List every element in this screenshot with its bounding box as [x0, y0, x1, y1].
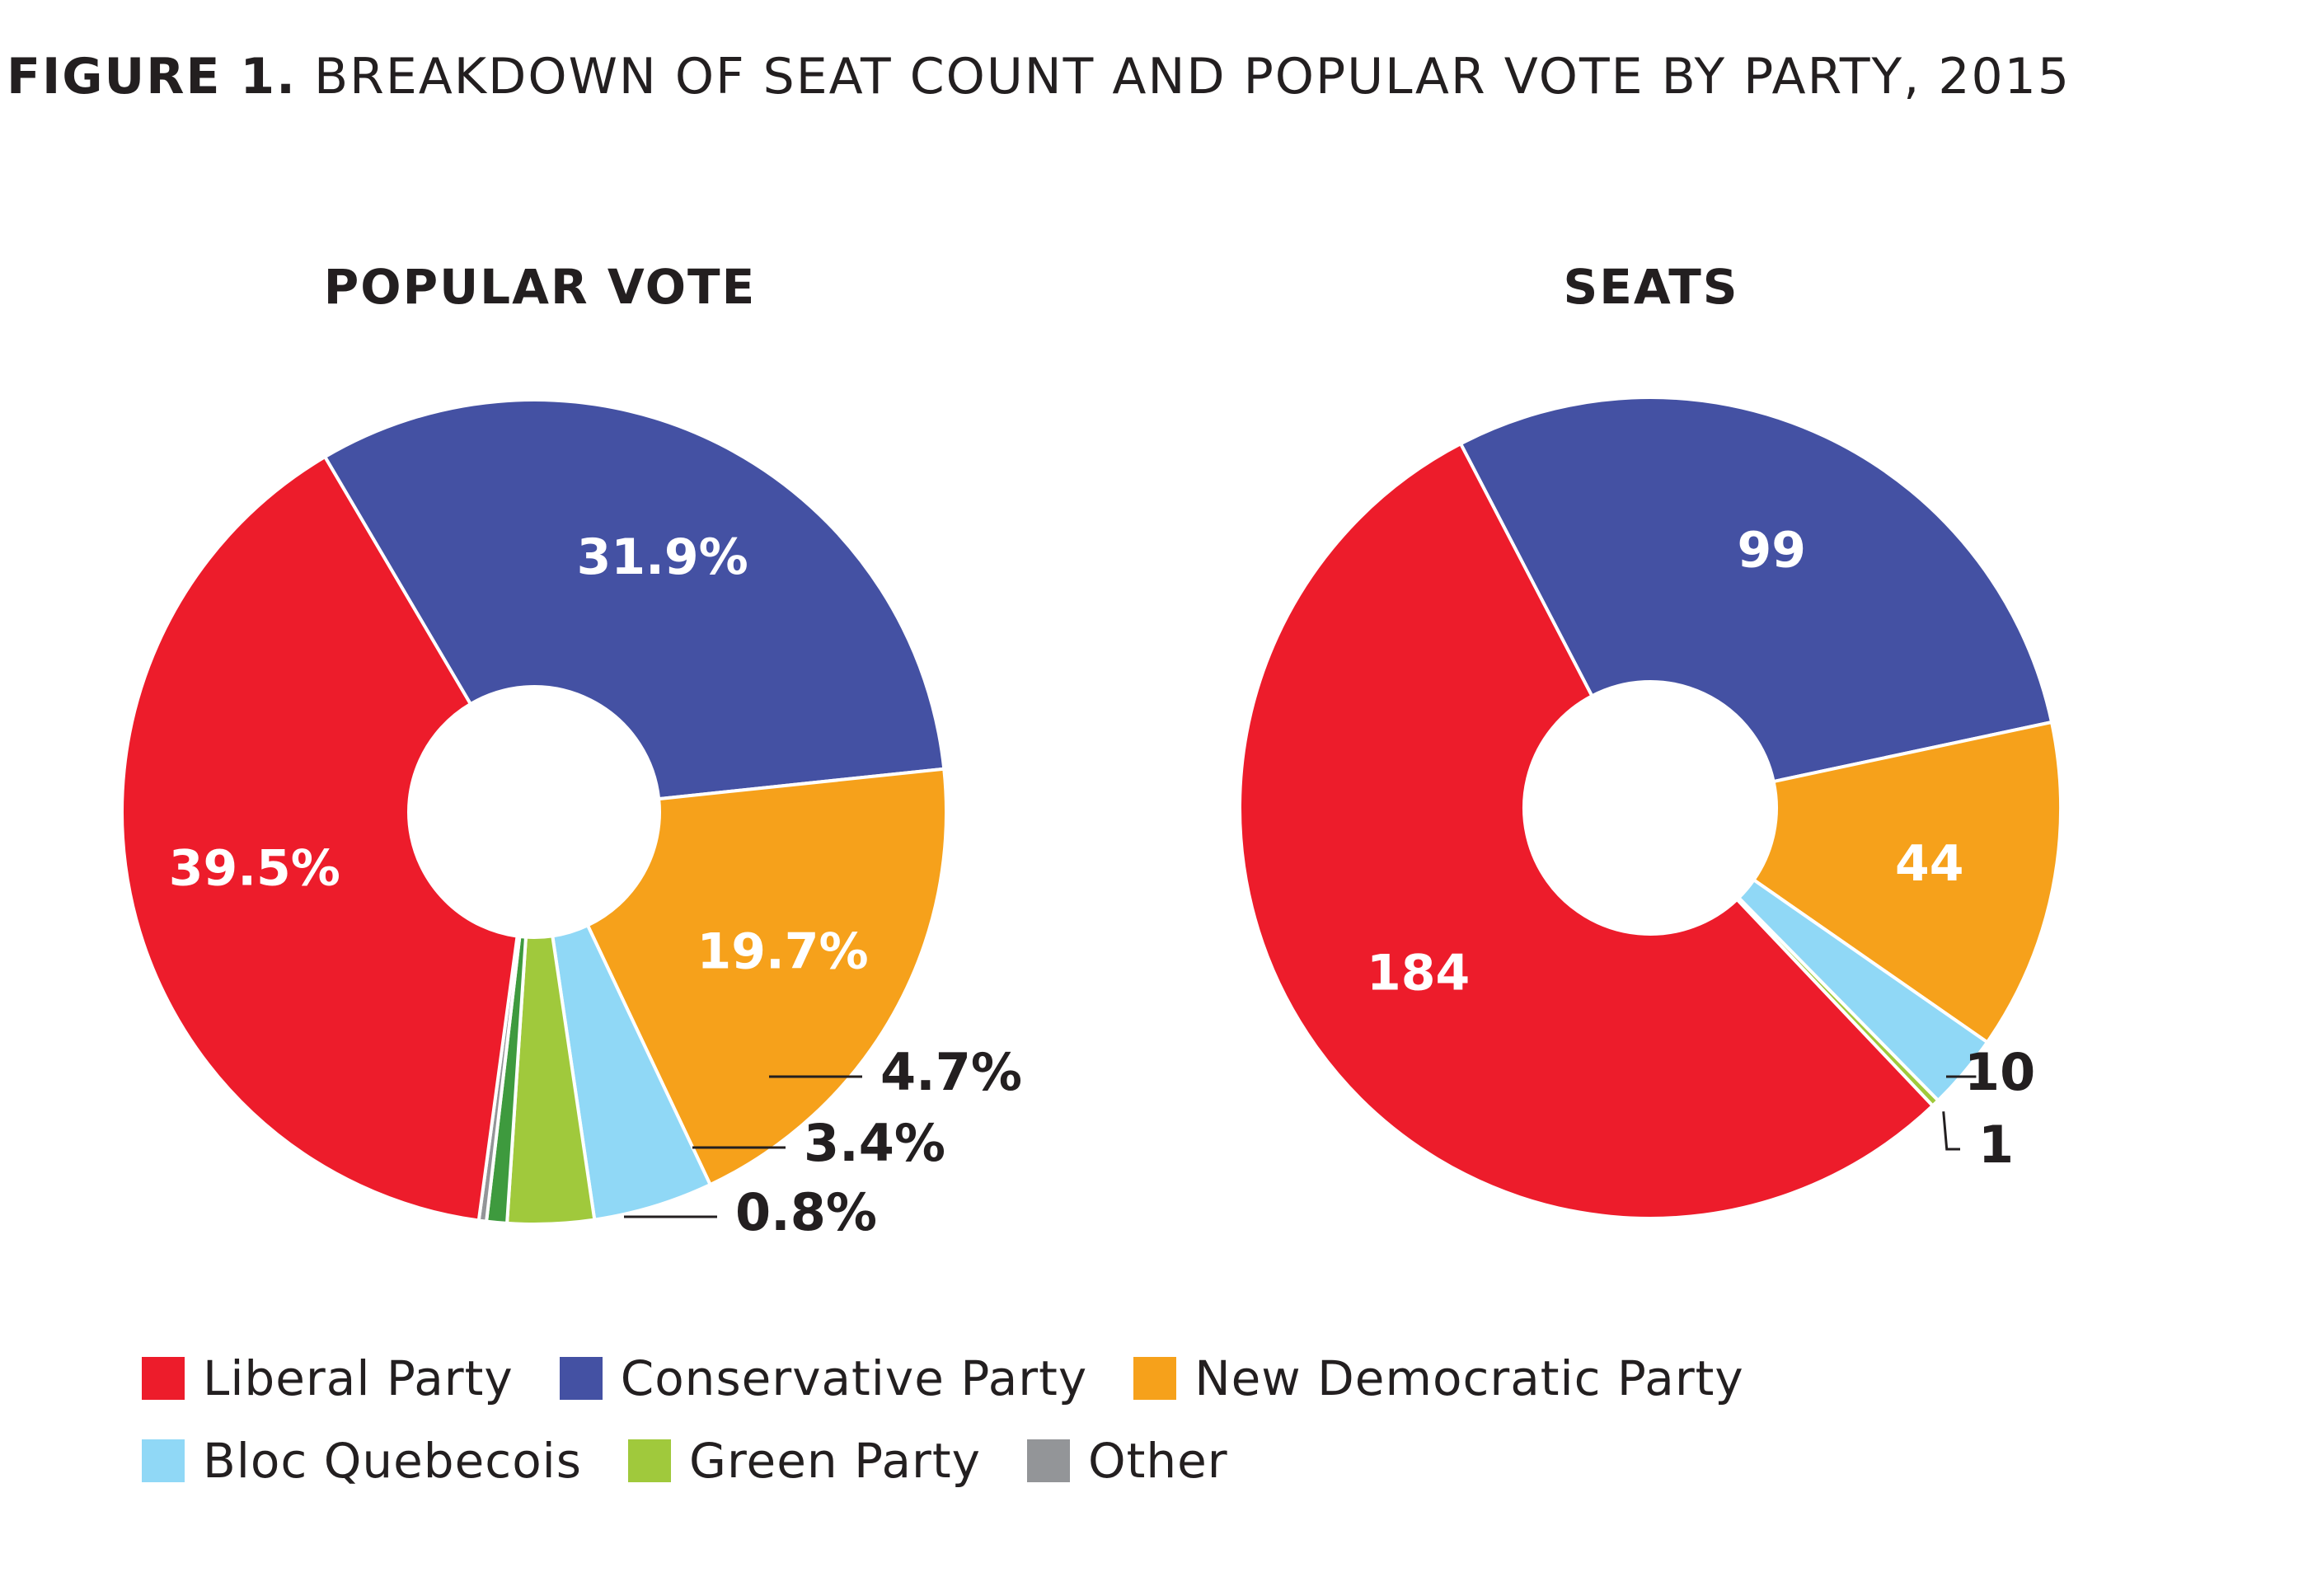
legend-swatch-conservative — [559, 1357, 603, 1400]
chart-title-popular-vote: POPULAR VOTE — [324, 259, 756, 315]
slice-label-new-democratic-party: 44 — [1895, 835, 1964, 893]
legend-swatch-green — [628, 1439, 672, 1482]
legend-label-green: Green Party — [689, 1433, 981, 1489]
legend-item-other: Other — [1026, 1433, 1228, 1489]
legend-item-liberal: Liberal Party — [142, 1350, 514, 1406]
legend-swatch-bloc — [142, 1439, 185, 1482]
legend-item-ndp: New Democratic Party — [1133, 1350, 1744, 1406]
slice-label-conservative-party: 31.9% — [577, 528, 748, 586]
legend-item-green: Green Party — [628, 1433, 981, 1489]
slice-conservative-party — [1458, 395, 2054, 784]
slice-conservative-party — [322, 398, 946, 801]
slice-liberal-party — [1238, 441, 1935, 1220]
legend: Liberal Party Conservative Party New Dem… — [142, 1337, 1790, 1502]
legend-item-conservative: Conservative Party — [559, 1350, 1088, 1406]
callout-label-green-party: 0.8% — [735, 1182, 877, 1242]
figure-title-lead: FIGURE 1. — [7, 48, 297, 106]
legend-label-conservative: Conservative Party — [620, 1350, 1088, 1406]
legend-swatch-liberal — [142, 1357, 185, 1400]
callout-label-bloc-quebecois: 10 — [1964, 1042, 2035, 1102]
figure-title-text: BREAKDOWN OF SEAT COUNT AND POPULAR VOTE… — [313, 48, 2071, 106]
legend-label-liberal: Liberal Party — [203, 1350, 514, 1406]
legend-row: Liberal Party Conservative Party New Dem… — [142, 1337, 1790, 1420]
callout-label-green-party: 3.4% — [804, 1113, 945, 1173]
legend-label-bloc: Bloc Quebecois — [203, 1433, 583, 1489]
slice-new-democratic-party — [585, 767, 948, 1187]
slice-label-liberal-party: 184 — [1367, 945, 1470, 1002]
figure-title: FIGURE 1. BREAKDOWN OF SEAT COUNT AND PO… — [7, 48, 2071, 106]
slice-label-liberal-party: 39.5% — [169, 839, 340, 897]
seats-donut: 99 44 10 1 184 — [1238, 395, 2062, 1220]
slice-label-conservative-party: 99 — [1737, 521, 1806, 579]
callout-label-bloc-quebecois: 4.7% — [880, 1042, 1022, 1102]
donut-charts: POPULAR VOTE SEATS 31.9% 19.7% 4.7% 3.4% 0.8… — [120, 259, 2062, 1242]
legend-item-bloc: Bloc Quebecois — [142, 1433, 582, 1489]
legend-label-other: Other — [1087, 1433, 1228, 1489]
slice-label-new-democratic-party: 19.7% — [697, 923, 869, 981]
slice-liberal-party — [120, 454, 519, 1223]
legend-swatch-other — [1026, 1439, 1070, 1482]
callout-label-green-party: 1 — [1978, 1115, 2014, 1175]
chart-title-seats: SEATS — [1563, 259, 1738, 315]
legend-swatch-ndp — [1133, 1357, 1177, 1400]
legend-row: Bloc Quebecois Green Party Other — [142, 1420, 1790, 1502]
slice-new-democratic-party — [1751, 720, 2062, 1045]
legend-label-ndp: New Democratic Party — [1194, 1350, 1744, 1406]
callout-line-green-party — [1942, 1111, 1960, 1151]
popular-vote-donut: 31.9% 19.7% 4.7% 3.4% 0.8% 39.5% — [120, 398, 1022, 1242]
